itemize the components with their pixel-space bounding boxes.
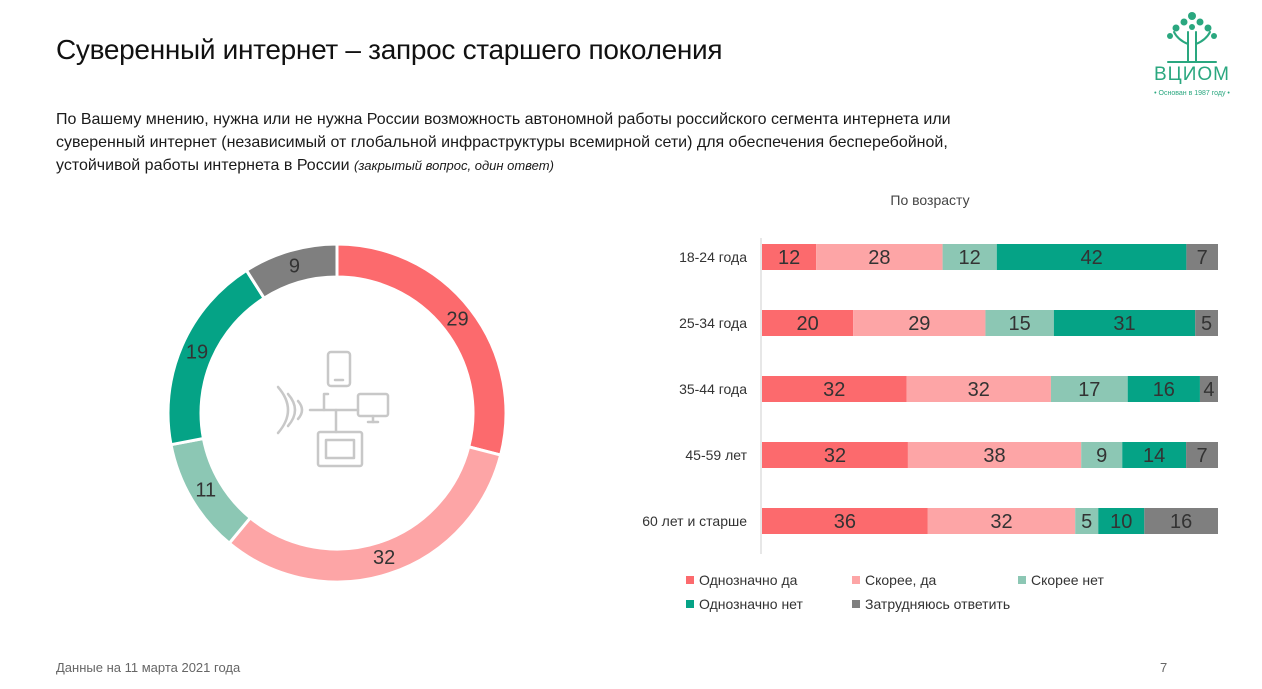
bar-segment-rather-yes (853, 310, 986, 336)
bar-value-label: 10 (1110, 511, 1132, 533)
bar-segment-hard-to-say (1186, 442, 1218, 468)
category-label: 18-24 года (679, 249, 747, 265)
bar-value-label: 14 (1143, 445, 1165, 467)
legend-swatch (852, 600, 860, 608)
bar-value-label: 36 (834, 511, 856, 533)
legend-item-definitely-yes: Однозначно да (686, 572, 852, 588)
bar-row: 25-34 года 20 29 15 31 5 (679, 310, 1218, 336)
bar-segment-rather-no (1050, 376, 1128, 402)
donut-value-label: 32 (373, 547, 395, 569)
bar-segment-definitely-yes (762, 310, 854, 336)
bar-segment-definitely-yes (762, 508, 928, 534)
bar-segment-rather-yes (906, 376, 1051, 402)
bar-value-label: 32 (968, 379, 990, 401)
devices-icon (276, 350, 390, 468)
bar-value-label: 32 (823, 379, 845, 401)
bar-value-label: 7 (1196, 445, 1207, 467)
bar-value-label: 42 (1080, 247, 1102, 269)
bar-segment-definitely-no (1053, 310, 1196, 336)
bar-value-label: 16 (1153, 379, 1175, 401)
bar-segment-rather-yes (927, 508, 1076, 534)
donut-value-label: 19 (186, 341, 208, 363)
donut-value-label: 9 (289, 256, 300, 278)
bar-segment-rather-yes (907, 442, 1082, 468)
legend-item-rather-no: Скорее нет (1018, 572, 1146, 588)
bar-row: 60 лет и старше 36 32 5 10 16 (642, 508, 1218, 534)
legend-swatch (686, 600, 694, 608)
bar-segment-hard-to-say (1144, 508, 1218, 534)
donut-slice-hard-to-say (244, 242, 339, 301)
bar-segment-rather-no (985, 310, 1054, 336)
bar-value-label: 5 (1201, 313, 1212, 335)
legend-label: Однозначно нет (699, 596, 803, 612)
chart-legend: Однозначно да Скорее, да Скорее нет Одно… (686, 572, 1146, 612)
bar-value-label: 17 (1078, 379, 1100, 401)
bar-value-label: 7 (1197, 247, 1208, 269)
legend-item-definitely-no: Однозначно нет (686, 596, 852, 612)
survey-question: По Вашему мнению, нужна или не нужна Рос… (56, 108, 1016, 177)
bar-value-label: 12 (959, 247, 981, 269)
bar-segment-rather-no (1075, 508, 1099, 534)
bar-segment-hard-to-say (1195, 310, 1218, 336)
bar-segment-definitely-yes (762, 442, 908, 468)
donut-value-label: 11 (195, 480, 216, 502)
data-date-footer: Данные на 11 марта 2021 года (56, 660, 241, 675)
bar-chart-title: По возрасту (890, 192, 969, 208)
bar-segment-rather-no (1081, 442, 1123, 468)
bar-value-label: 12 (778, 247, 800, 269)
category-label: 25-34 года (679, 315, 747, 331)
question-text: По Вашему мнению, нужна или не нужна Рос… (56, 111, 951, 174)
tree-logo-icon (1167, 12, 1217, 63)
bar-segment-definitely-no (1127, 376, 1200, 402)
bar-value-label: 32 (990, 511, 1012, 533)
bar-segment-rather-no (942, 244, 997, 270)
bar-value-label: 15 (1009, 313, 1031, 335)
overall-donut-chart: 29 32 11 19 9 (166, 242, 508, 584)
bar-value-label: 32 (824, 445, 846, 467)
legend-label: Затрудняюсь ответить (865, 596, 1011, 612)
page-number: 7 (1160, 660, 1168, 675)
bar-value-label: 4 (1203, 379, 1214, 401)
bar-value-label: 5 (1081, 511, 1092, 533)
category-label: 60 лет и старше (642, 513, 747, 529)
donut-value-label: 29 (446, 309, 468, 331)
donut-slice-definitely-no (166, 268, 267, 447)
age-bar-chart: По возрасту 18-24 года 12 28 12 42 7 25-34 год… (642, 192, 1218, 554)
bar-segment-hard-to-say (1186, 244, 1218, 270)
bar-row: 35-44 года 32 32 17 16 4 (679, 376, 1218, 402)
legend-swatch (686, 576, 694, 584)
bar-value-label: 38 (983, 445, 1005, 467)
vciom-logo: ВЦИОМ • Основан в 1987 году • (1134, 10, 1250, 102)
bar-segment-rather-yes (816, 244, 943, 270)
donut-slice-definitely-yes (335, 242, 508, 457)
bar-value-label: 29 (908, 313, 930, 335)
bar-value-label: 31 (1113, 313, 1135, 335)
legend-label: Однозначно да (699, 572, 798, 588)
bar-value-label: 16 (1170, 511, 1192, 533)
category-label: 35-44 года (679, 381, 747, 397)
legend-label: Скорее, да (865, 572, 937, 588)
bar-row: 18-24 года 12 28 12 42 7 (679, 244, 1218, 270)
logo-subtitle: • Основан в 1987 году • (1154, 90, 1230, 97)
bar-value-label: 20 (796, 313, 818, 335)
bar-segment-definitely-no (1098, 508, 1145, 534)
bar-row: 45-59 лет 32 38 9 14 7 (685, 442, 1218, 468)
bar-segment-definitely-no (996, 244, 1187, 270)
donut-slice-rather-yes (227, 444, 503, 584)
logo-name: ВЦИОМ (1154, 64, 1230, 85)
bar-value-label: 28 (868, 247, 890, 269)
legend-item-rather-yes: Скорее, да (852, 572, 1018, 588)
bar-value-label: 9 (1096, 445, 1107, 467)
bar-segment-hard-to-say (1199, 376, 1218, 402)
page-title: Суверенный интернет – запрос старшего по… (56, 34, 723, 65)
bar-segment-definitely-no (1122, 442, 1187, 468)
legend-swatch (1018, 576, 1026, 584)
legend-swatch (852, 576, 860, 584)
category-label: 45-59 лет (685, 447, 747, 463)
legend-label: Скорее нет (1031, 572, 1104, 588)
legend-item-hard-to-say: Затрудняюсь ответить (852, 596, 1018, 612)
bar-segment-definitely-yes (762, 376, 907, 402)
bar-segment-definitely-yes (762, 244, 817, 270)
question-note: (закрытый вопрос, один ответ) (354, 158, 554, 173)
